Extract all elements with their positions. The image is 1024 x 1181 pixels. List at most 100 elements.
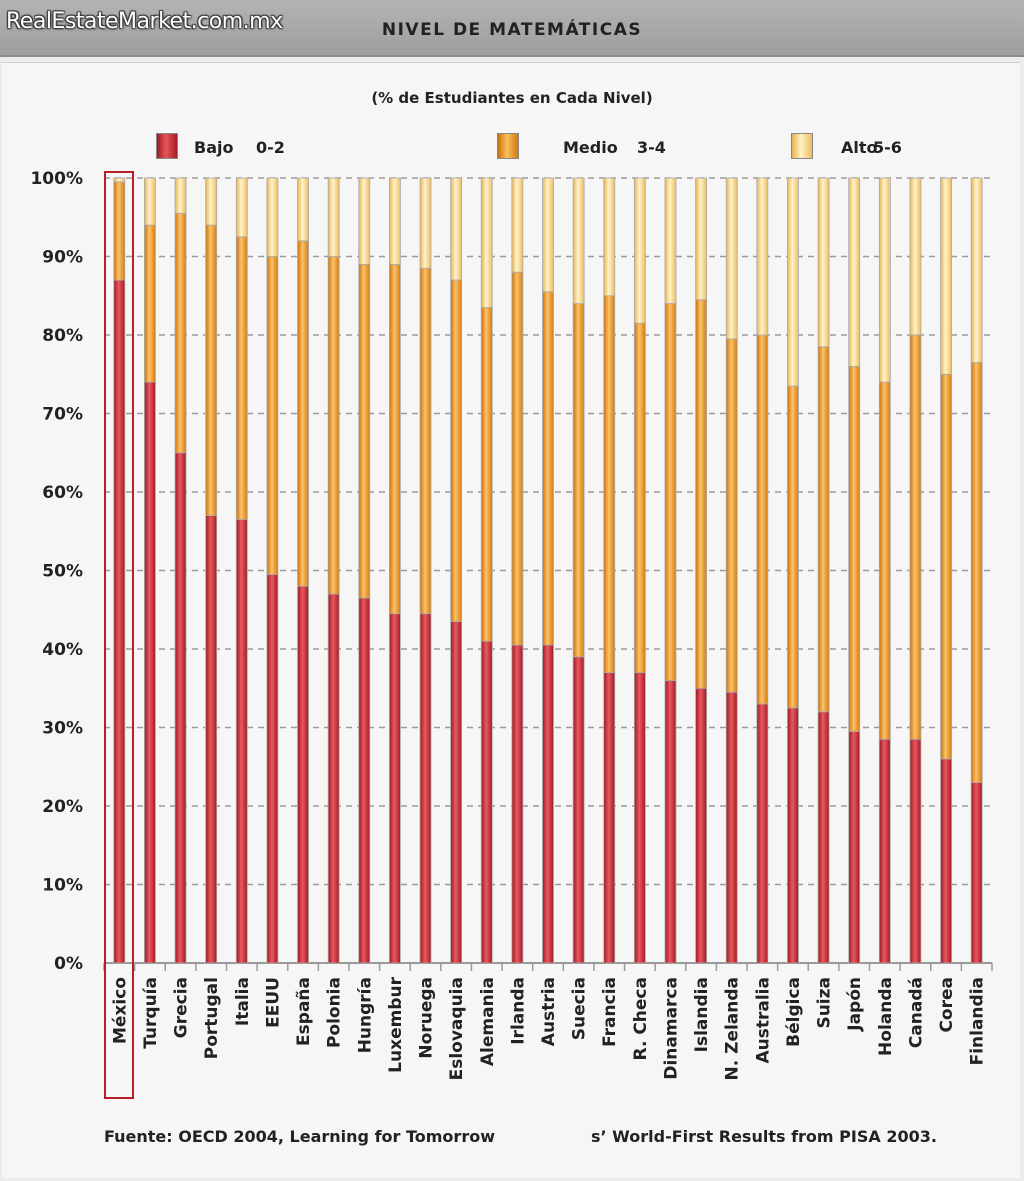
bar-alto (817, 177, 830, 348)
bar-bajo (787, 707, 799, 964)
bar-medio (174, 212, 187, 454)
bar-bajo (848, 731, 861, 964)
y-tick-label: 30% (42, 719, 83, 739)
y-tick-label: 90% (42, 248, 83, 268)
bar-bajo (970, 782, 983, 964)
bar-alto (542, 177, 554, 293)
bar-medio (235, 236, 248, 520)
x-tick-label: Australia (753, 977, 773, 1064)
bar-bajo (817, 711, 830, 964)
chart-subtitle: (% de Estudiantes en Cada Nivel) (371, 89, 653, 107)
bar-medio (817, 346, 830, 713)
bar-alto (235, 177, 248, 238)
x-tick-label: Eslovaquia (447, 977, 467, 1080)
y-tick-label: 70% (42, 405, 83, 425)
x-tick-label: Finlandia (968, 977, 988, 1065)
bar-medio (358, 263, 371, 599)
x-tick-label: Hungría (355, 977, 375, 1053)
x-tick-label: Italia (233, 977, 253, 1026)
x-tick-label: México (110, 977, 130, 1044)
bar-alto (572, 177, 585, 304)
bar-medio (725, 338, 738, 693)
bar-alto (633, 177, 646, 324)
bar-alto (970, 177, 983, 363)
bar-alto (327, 177, 340, 257)
bar-bajo (603, 672, 616, 964)
bar-medio (511, 271, 524, 646)
bar-alto (940, 177, 952, 375)
y-tick-label: 50% (42, 562, 83, 582)
bar-medio (633, 322, 646, 673)
legend-label-alto: Alto (841, 138, 878, 157)
bar-alto (297, 177, 309, 242)
bar-medio (756, 334, 769, 705)
x-tick-label: Dinamarca (661, 977, 681, 1080)
page-title: NIVEL DE MATEMÁTICAS (381, 20, 643, 40)
x-tick-label: Holanda (876, 977, 896, 1056)
brand-logo-text: RealEstateMarket.com.mx (6, 9, 283, 34)
source-note-right: s’ World-First Results from PISA 2003. (591, 1127, 937, 1146)
bar-bajo (572, 656, 585, 964)
bar-medio (909, 334, 922, 740)
bar-medio (266, 256, 279, 575)
bar-medio (970, 362, 983, 783)
bar-bajo (480, 640, 493, 964)
bar-bajo (511, 644, 524, 964)
bar-bajo (756, 703, 769, 964)
bar-alto (205, 177, 218, 226)
bar-alto (358, 177, 371, 265)
bar-bajo (542, 644, 554, 964)
bar-alto (725, 177, 738, 340)
bar-medio (297, 240, 309, 587)
x-tick-label: Suiza (815, 977, 835, 1029)
x-tick-label: Portugal (202, 977, 222, 1059)
bar-bajo (358, 597, 371, 964)
bar-medio (603, 295, 616, 673)
x-tick-label: N. Zelanda (723, 977, 743, 1081)
bar-alto (695, 177, 708, 301)
y-tick-label: 20% (42, 797, 83, 817)
legend-label-bajo: Bajo (194, 138, 234, 157)
bar-medio (327, 256, 340, 595)
x-tick-label: Bélgica (784, 977, 804, 1047)
bar-bajo (235, 519, 248, 964)
bar-medio (787, 385, 799, 709)
bar-bajo (725, 691, 738, 964)
bar-medio (695, 299, 708, 689)
legend-swatch-medio (497, 133, 519, 159)
x-tick-label: Turquía (141, 977, 161, 1049)
bar-alto (664, 177, 677, 304)
y-tick-label: 40% (42, 640, 83, 660)
x-tick-label: Grecia (172, 977, 192, 1038)
x-tick-label: Suecia (570, 977, 590, 1040)
x-tick-label: Austria (539, 977, 559, 1046)
legend-range-bajo: 0-2 (256, 138, 285, 157)
x-tick-label: Islandia (692, 977, 712, 1052)
y-tick-label: 0% (54, 954, 83, 974)
x-tick-label: Luxembur (386, 976, 406, 1072)
y-tick-label: 10% (42, 876, 83, 896)
bar-medio (542, 291, 554, 646)
legend-swatch-alto (791, 133, 813, 159)
bar-bajo (297, 585, 309, 964)
bar-medio (878, 381, 891, 740)
x-tick-label: Alemania (478, 977, 498, 1066)
bar-bajo (144, 381, 156, 964)
legend-range-medio: 3-4 (637, 138, 666, 157)
bar-alto (113, 177, 126, 183)
bar-bajo (664, 680, 677, 964)
bar-bajo (909, 738, 922, 964)
legend-range-alto: 5-6 (873, 138, 902, 157)
source-note-left: Fuente: OECD 2004, Learning for Tomorrow (104, 1127, 495, 1146)
bar-bajo (878, 738, 891, 964)
bar-alto (756, 177, 769, 336)
x-tick-label: Corea (937, 977, 957, 1033)
bar-alto (878, 177, 891, 383)
y-tick-label: 100% (30, 169, 83, 189)
y-tick-label: 80% (42, 326, 83, 346)
bar-alto (266, 177, 279, 257)
x-tick-label: España (294, 977, 314, 1046)
bar-medio (940, 373, 952, 760)
bar-alto (511, 177, 524, 273)
